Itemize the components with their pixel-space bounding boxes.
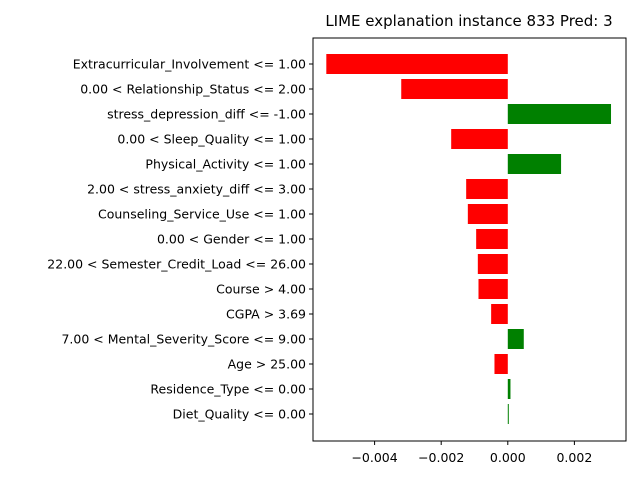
y-tick-label: Course > 4.00 xyxy=(216,282,306,297)
chart-title: LIME explanation instance 833 Pred: 3 xyxy=(325,12,612,30)
plot-frame xyxy=(312,37,627,442)
x-tick-label: 0.000 xyxy=(490,450,526,465)
y-tick-label: Age > 25.00 xyxy=(228,357,306,372)
bars-group xyxy=(326,54,612,424)
y-axis-ticks: Extracurricular_Involvement <= 1.00 0.00 … xyxy=(47,57,313,422)
bar xyxy=(507,379,511,399)
bar xyxy=(477,254,508,274)
y-tick-label: Extracurricular_Involvement <= 1.00 xyxy=(73,57,306,72)
y-tick-label: Residence_Type <= 0.00 xyxy=(150,382,306,397)
y-tick-label: 0.00 < Sleep_Quality <= 1.00 xyxy=(117,132,306,147)
bar xyxy=(478,279,508,299)
bar xyxy=(467,204,508,224)
x-axis-ticks: −0.004 −0.002 0.000 0.002 xyxy=(351,441,592,465)
y-tick-label: 2.00 < stress_anxiety_diff <= 3.00 xyxy=(87,182,306,197)
y-tick-label: 0.00 < Gender <= 1.00 xyxy=(157,232,306,247)
bar xyxy=(451,129,508,149)
y-tick-label: Physical_Activity <= 1.00 xyxy=(145,157,306,172)
bar xyxy=(507,104,612,124)
bar xyxy=(466,179,508,199)
bar xyxy=(476,229,508,249)
bar xyxy=(326,54,508,74)
y-tick-label: 22.00 < Semester_Credit_Load <= 26.00 xyxy=(47,257,306,272)
bar xyxy=(401,79,508,99)
y-tick-label: 7.00 < Mental_Severity_Score <= 9.00 xyxy=(61,332,306,347)
y-tick-label: 0.00 < Relationship_Status <= 2.00 xyxy=(80,82,306,97)
bar xyxy=(494,354,508,374)
bar xyxy=(507,329,524,349)
x-tick-label: −0.002 xyxy=(418,450,464,465)
bar xyxy=(507,404,509,424)
y-tick-label: stress_depression_diff <= -1.00 xyxy=(107,107,306,122)
y-tick-label: Diet_Quality <= 0.00 xyxy=(173,407,306,422)
x-tick-label: 0.002 xyxy=(556,450,592,465)
bar xyxy=(507,154,562,174)
x-tick-label: −0.004 xyxy=(351,450,397,465)
bar xyxy=(491,304,508,324)
y-tick-label: Counseling_Service_Use <= 1.00 xyxy=(98,207,306,222)
y-tick-label: CGPA > 3.69 xyxy=(226,307,306,322)
